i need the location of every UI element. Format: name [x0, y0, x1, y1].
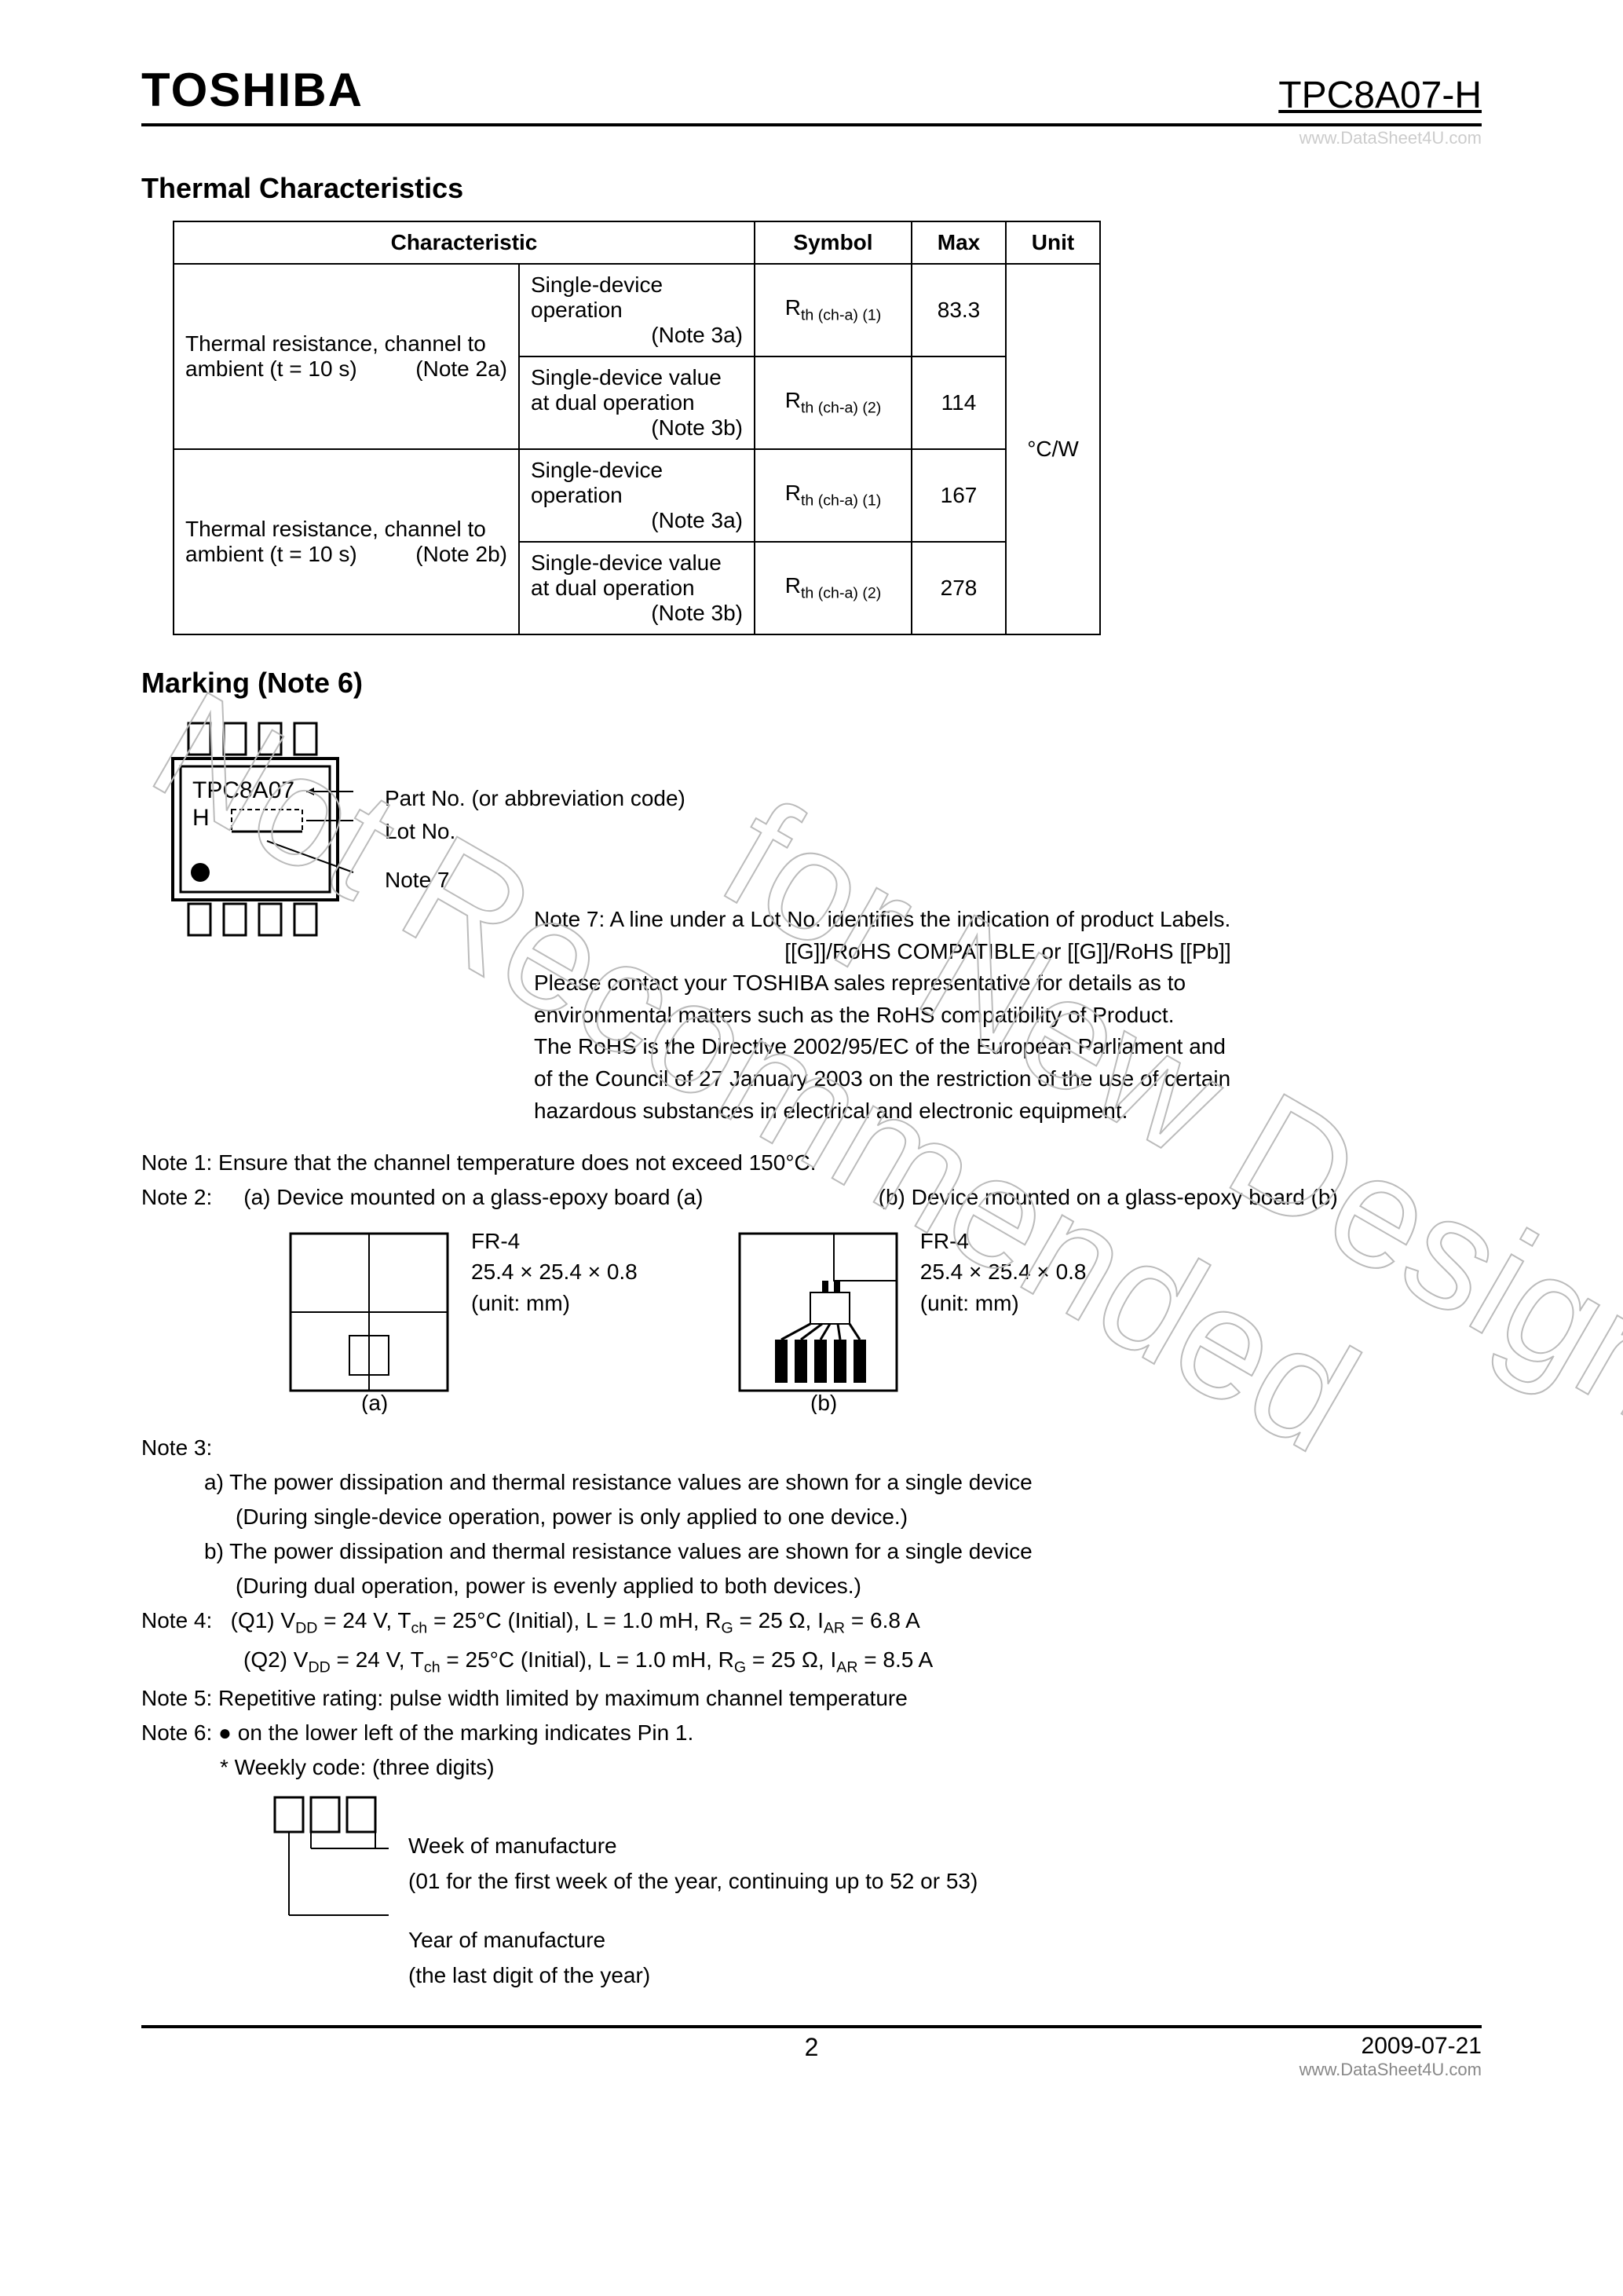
- td-op: Single-device value at dual operation (N…: [519, 356, 755, 449]
- note7-line: hazardous substances in electrical and e…: [534, 1095, 1482, 1128]
- note3a-2: (During single-device operation, power i…: [236, 1504, 1482, 1530]
- note5: Note 5: Repetitive rating: pulse width l…: [141, 1686, 1482, 1711]
- note3-label: Note 3:: [141, 1435, 1482, 1461]
- th-characteristic: Characteristic: [174, 221, 755, 264]
- td-op: Single-device operation (Note 3a): [519, 264, 755, 356]
- op-text: Single-device value at dual operation: [531, 365, 722, 415]
- note2-label: Note 2:: [141, 1185, 212, 1210]
- note1: Note 1: Ensure that the channel temperat…: [141, 1150, 1482, 1175]
- thermal-table: Characteristic Symbol Max Unit Thermal r…: [173, 221, 1101, 635]
- board-b-l1: FR-4: [920, 1226, 1087, 1256]
- note6: Note 6: ● on the lower left of the marki…: [141, 1720, 1482, 1746]
- part-number: TPC8A07-H: [1278, 74, 1482, 117]
- year-l2: (the last digit of the year): [408, 1958, 978, 1994]
- board-b-caption: (b): [810, 1391, 837, 1414]
- note7-line: environmental matters such as the RoHS c…: [534, 1000, 1482, 1032]
- td-max: 83.3: [912, 264, 1006, 356]
- brand-logo: TOSHIBA: [141, 63, 364, 117]
- char-note: (Note 2b): [415, 542, 507, 567]
- board-a-l1: FR-4: [471, 1226, 638, 1256]
- note2b: (b) Device mounted on a glass-epoxy boar…: [879, 1185, 1482, 1210]
- note7-line: of the Council of 27 January 2003 on the…: [534, 1063, 1482, 1095]
- td-op: Single-device operation (Note 3a): [519, 449, 755, 542]
- note4-2: (Q2) VDD = 24 V, Tch = 25°C (Initial), L…: [243, 1647, 1482, 1677]
- board-a: (a) FR-4 25.4 × 25.4 × 0.8 (unit: mm): [283, 1226, 638, 1420]
- label-partno: Part No. (or abbreviation code): [385, 786, 685, 811]
- note3b-1: b) The power dissipation and thermal res…: [204, 1539, 1482, 1564]
- td-max: 278: [912, 542, 1006, 634]
- td-char: Thermal resistance, channel to ambient (…: [174, 264, 519, 449]
- chip-icon: TPC8A07 H: [157, 715, 361, 951]
- board-a-icon: (a): [283, 1226, 455, 1414]
- op-note: (Note 3b): [651, 601, 743, 626]
- op-text: Single-device operation: [531, 458, 663, 507]
- week-l1: Week of manufacture: [408, 1829, 978, 1864]
- note3a-1: a) The power dissipation and thermal res…: [204, 1470, 1482, 1495]
- td-max: 114: [912, 356, 1006, 449]
- th-symbol: Symbol: [755, 221, 912, 264]
- note2a: (a) Device mounted on a glass-epoxy boar…: [243, 1185, 846, 1210]
- board-a-l2: 25.4 × 25.4 × 0.8: [471, 1256, 638, 1287]
- td-sym: Rth (ch-a) (2): [755, 356, 912, 449]
- page-number: 2: [805, 2033, 819, 2062]
- section-title-thermal: Thermal Characteristics: [141, 172, 1482, 205]
- board-a-caption: (a): [361, 1391, 388, 1414]
- td-sym: Rth (ch-a) (1): [755, 264, 912, 356]
- op-note: (Note 3b): [651, 415, 743, 441]
- page-header: TOSHIBA TPC8A07-H: [141, 63, 1482, 126]
- td-op: Single-device value at dual operation (N…: [519, 542, 755, 634]
- board-b-icon: (b): [732, 1226, 905, 1414]
- week-l2: (01 for the first week of the year, cont…: [408, 1864, 978, 1899]
- op-note: (Note 3a): [651, 508, 743, 533]
- td-unit: °C/W: [1006, 264, 1100, 634]
- board-b-l3: (unit: mm): [920, 1288, 1087, 1318]
- board-b-text: FR-4 25.4 × 25.4 × 0.8 (unit: mm): [920, 1226, 1087, 1420]
- board-diagrams: (a) FR-4 25.4 × 25.4 × 0.8 (unit: mm): [283, 1226, 1482, 1420]
- th-unit: Unit: [1006, 221, 1100, 264]
- label-note7: Note 7: [385, 868, 685, 893]
- board-b: (b) FR-4 25.4 × 25.4 × 0.8 (unit: mm): [732, 1226, 1087, 1420]
- note7-line: The RoHS is the Directive 2002/95/EC of …: [534, 1031, 1482, 1063]
- weekly-text-block: Week of manufacture (01 for the first we…: [408, 1790, 978, 1993]
- weekly-boxes-icon: [267, 1790, 393, 1947]
- header-watermark-url: www.DataSheet4U.com: [141, 128, 1482, 148]
- chip-h: H: [192, 805, 210, 831]
- weekly-label: * Weekly code: (three digits): [220, 1755, 1482, 1780]
- td-sym: Rth (ch-a) (1): [755, 449, 912, 542]
- footer-url: www.DataSheet4U.com: [1299, 2060, 1482, 2080]
- note7-line: Note 7: A line under a Lot No. identifie…: [534, 904, 1482, 936]
- note3b-2: (During dual operation, power is evenly …: [236, 1574, 1482, 1599]
- board-a-text: FR-4 25.4 × 25.4 × 0.8 (unit: mm): [471, 1226, 638, 1420]
- board-a-l3: (unit: mm): [471, 1288, 638, 1318]
- td-sym: Rth (ch-a) (2): [755, 542, 912, 634]
- op-text: Single-device operation: [531, 272, 663, 322]
- note2: Note 2: (a) Device mounted on a glass-ep…: [141, 1185, 1482, 1210]
- th-max: Max: [912, 221, 1006, 264]
- note7-line: Please contact your TOSHIBA sales repres…: [534, 967, 1482, 1000]
- footer-date: 2009-07-21: [1299, 2033, 1482, 2060]
- op-text: Single-device value at dual operation: [531, 550, 722, 600]
- op-note: (Note 3a): [651, 323, 743, 348]
- section-title-marking: Marking (Note 6): [141, 667, 1482, 700]
- weekly-code-diagram: Week of manufacture (01 for the first we…: [267, 1790, 1482, 1993]
- char-note: (Note 2a): [415, 356, 507, 382]
- label-lotno: Lot No.: [385, 819, 685, 844]
- chip-partno: TPC8A07: [192, 777, 294, 803]
- page-footer: 2 2009-07-21 www.DataSheet4U.com: [141, 2025, 1482, 2080]
- td-max: 167: [912, 449, 1006, 542]
- board-b-l2: 25.4 × 25.4 × 0.8: [920, 1256, 1087, 1287]
- note4-1: Note 4: (Q1) VDD = 24 V, Tch = 25°C (Ini…: [141, 1608, 1482, 1638]
- year-l1: Year of manufacture: [408, 1923, 978, 1958]
- td-char: Thermal resistance, channel to ambient (…: [174, 449, 519, 634]
